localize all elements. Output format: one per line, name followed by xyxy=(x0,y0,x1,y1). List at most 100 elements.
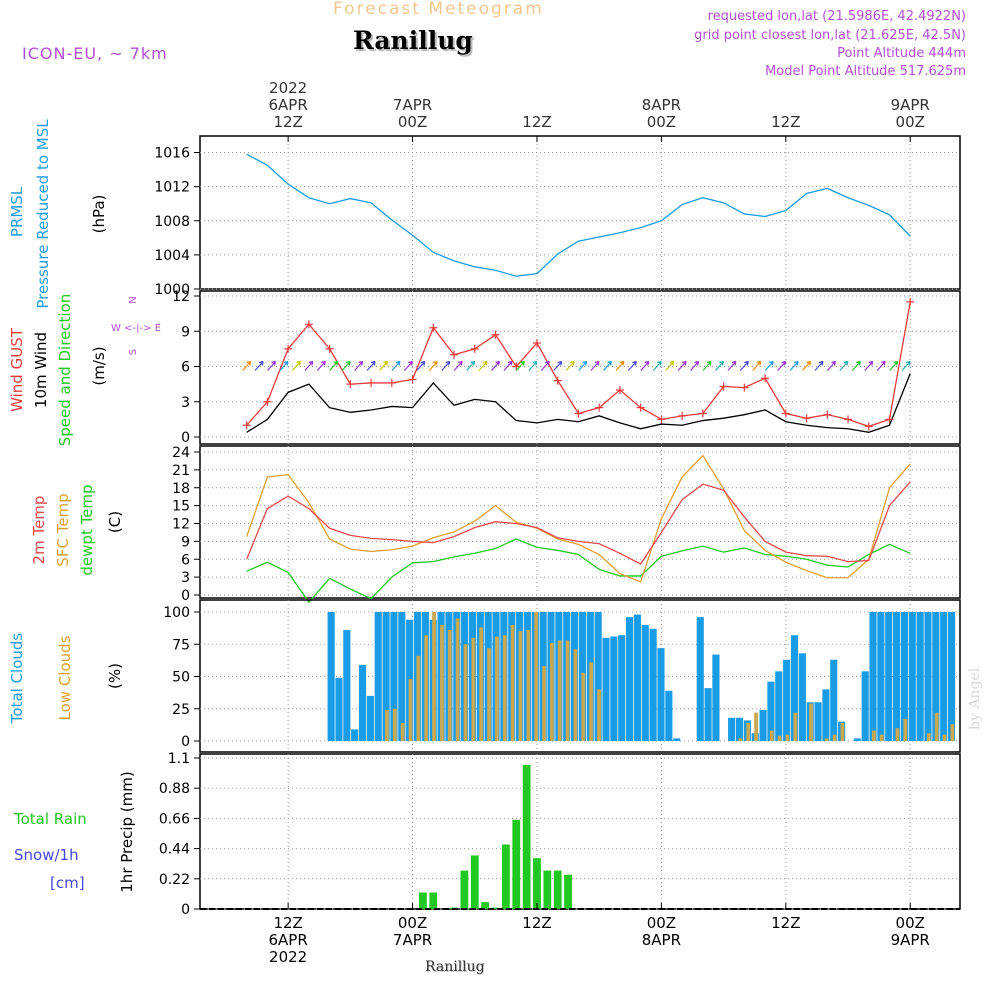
gust-marker xyxy=(802,414,811,423)
gust-marker xyxy=(615,386,624,394)
gust-marker xyxy=(698,409,707,418)
wind-direction-arrow xyxy=(727,360,737,371)
low-clouds-bar xyxy=(777,735,782,741)
y-tick-label: 0.44 xyxy=(159,842,190,858)
wind-direction-arrow xyxy=(764,360,774,371)
total-clouds-bar xyxy=(947,612,956,741)
wind-direction-arrow xyxy=(690,360,700,371)
bottom-axis-label: 6APR xyxy=(268,931,307,949)
y-tick-label: 100 xyxy=(163,605,190,621)
gust-marker xyxy=(678,411,687,420)
total-clouds-bar xyxy=(641,624,649,741)
low-clouds-bar xyxy=(526,630,531,741)
wind-direction-arrow xyxy=(553,360,563,371)
rain-bar xyxy=(481,902,490,909)
ylabel-2m-temp: 2m Temp xyxy=(30,496,48,565)
y-tick-label: 1016 xyxy=(154,146,190,162)
bottom-axis-label: 00Z xyxy=(647,914,676,932)
rain-bar xyxy=(501,844,510,909)
low-clouds-bar xyxy=(581,672,586,741)
top-axis-label: 2022 xyxy=(269,79,307,97)
wind-direction-arrow xyxy=(329,360,339,371)
wind-direction-arrow xyxy=(603,360,613,371)
gust-marker xyxy=(263,397,272,406)
total-clouds-bar xyxy=(382,612,390,741)
legend-total-rain: Total Rain xyxy=(13,810,87,828)
total-clouds-bar xyxy=(861,671,869,741)
y-tick-label: 18 xyxy=(172,481,190,497)
low-clouds-bar xyxy=(926,733,931,741)
low-clouds-bar xyxy=(793,712,798,741)
requested-coords: requested lon,lat (21.5986E, 42.4922N) xyxy=(707,9,966,24)
gust-marker xyxy=(657,415,666,424)
gust-marker xyxy=(595,403,604,412)
panel-frame-wind xyxy=(199,290,961,445)
rain-bar xyxy=(491,907,500,909)
total-clouds-bar xyxy=(728,717,736,741)
low-clouds-bar xyxy=(809,703,813,741)
wind-direction-arrow xyxy=(540,360,550,371)
y-tick-label: 24 xyxy=(172,445,190,461)
total-clouds-bar xyxy=(366,695,374,741)
pressure-line xyxy=(246,153,911,277)
total-clouds-bar xyxy=(908,612,916,741)
panel-frame-pressure xyxy=(199,135,961,290)
wind-direction-arrow xyxy=(665,360,675,371)
y-tick-label: 1008 xyxy=(154,214,190,230)
total-clouds-bar xyxy=(790,635,799,741)
y-tick-label: 1012 xyxy=(154,180,190,196)
wind-direction-arrow xyxy=(453,360,463,371)
gust-marker xyxy=(906,297,915,306)
wind-direction-arrow xyxy=(826,360,837,371)
ylabel-celsius: (C) xyxy=(106,511,124,533)
low-clouds-bar xyxy=(738,738,743,741)
low-clouds-bar xyxy=(447,630,452,741)
y-tick-label: 1.1 xyxy=(168,751,190,767)
model-label: ICON-EU, ~ 7km xyxy=(22,44,168,63)
ylabel-sfc-temp: SFC Temp xyxy=(54,493,72,566)
wind-direction-arrow xyxy=(391,360,401,371)
low-clouds-bar xyxy=(440,624,444,741)
wind-direction-arrow xyxy=(366,360,376,371)
wind-direction-arrow xyxy=(503,360,513,371)
y-tick-label: 0.88 xyxy=(159,781,190,797)
total-clouds-bar xyxy=(798,653,806,741)
low-clouds-bar xyxy=(385,710,389,741)
bottom-axis-label: 00Z xyxy=(398,914,427,932)
wind-direction-arrow xyxy=(814,360,824,371)
wind-direction-arrow xyxy=(901,360,911,371)
gust-marker xyxy=(864,422,873,431)
wind-direction-arrow xyxy=(627,360,637,371)
ylabel-total-clouds: Total Clouds xyxy=(8,633,26,725)
wind-direction-arrow xyxy=(889,360,899,371)
total-clouds-bar xyxy=(814,702,822,741)
low-clouds-bar xyxy=(416,655,421,741)
low-clouds-bar xyxy=(408,679,413,741)
wind-direction-arrow xyxy=(839,360,849,371)
wind-direction-arrow xyxy=(715,360,725,371)
gust-marker xyxy=(429,323,438,332)
low-clouds-bar xyxy=(392,708,397,741)
low-clouds-bar xyxy=(895,728,900,741)
y-tick-label: 3 xyxy=(181,570,190,586)
ylabel-percent: (%) xyxy=(106,663,124,689)
y-tick-label: 0 xyxy=(181,734,190,750)
total-clouds-bar xyxy=(665,690,673,741)
low-clouds-bar xyxy=(549,642,554,741)
y-tick-label: 0 xyxy=(181,902,190,918)
wind-direction-arrow xyxy=(279,360,289,371)
wind-direction-arrow xyxy=(851,360,861,371)
low-clouds-bar xyxy=(495,636,499,741)
wind-direction-arrow xyxy=(478,360,488,371)
total-clouds-bar xyxy=(869,612,877,741)
wind-direction-arrow xyxy=(341,360,351,371)
low-clouds-bar xyxy=(832,734,837,741)
total-clouds-bar xyxy=(783,659,791,741)
wind-direction-arrow xyxy=(652,360,662,371)
low-clouds-bar xyxy=(432,612,436,741)
top-axis-label: 12Z xyxy=(522,113,551,131)
dewpt-temp-line xyxy=(246,538,911,604)
wind-direction-arrow xyxy=(802,360,812,371)
compass-west-east: W <-|-> E xyxy=(111,323,161,334)
